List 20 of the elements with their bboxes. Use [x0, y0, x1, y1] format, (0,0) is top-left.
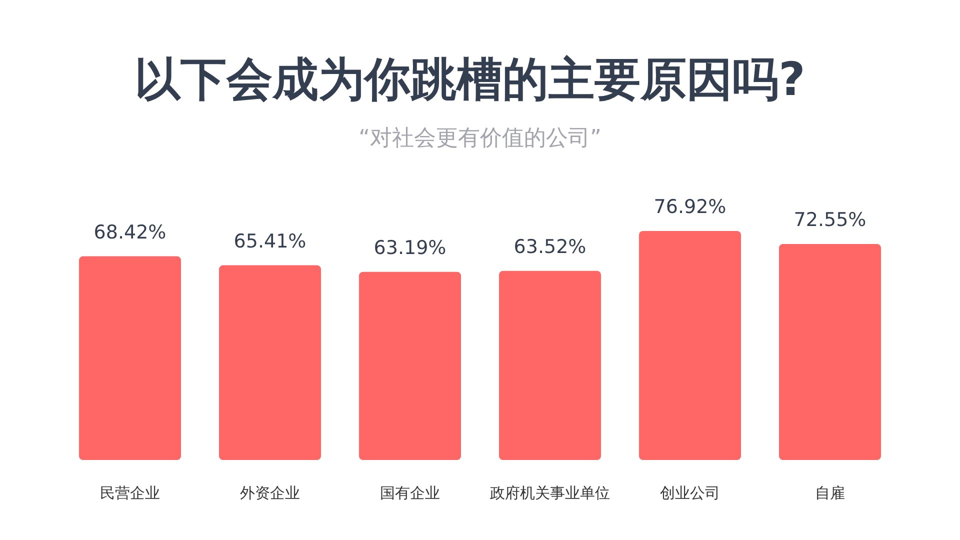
bar — [79, 256, 181, 460]
data-label: 72.55% — [794, 209, 866, 232]
data-label: 63.19% — [374, 236, 446, 259]
x-tick-label: 民营企业 — [100, 484, 160, 502]
data-label: 65.41% — [234, 230, 306, 252]
bar — [219, 265, 321, 460]
x-tick-label: 自雇 — [815, 484, 845, 502]
x-tick-label: 创业公司 — [660, 484, 720, 502]
bar — [639, 231, 741, 460]
bar — [359, 272, 461, 460]
bar — [779, 244, 881, 460]
data-label: 63.52% — [514, 236, 586, 258]
chart-subtitle: “对社会更有价值的公司” — [358, 126, 602, 151]
x-tick-label: 国有企业 — [380, 484, 440, 502]
bar — [499, 270, 601, 460]
chart-title: 以下会成为你跳槽的主要原因吗? — [134, 52, 806, 106]
x-tick-label: 外资企业 — [240, 484, 300, 502]
x-tick-label: 政府机关事业单位 — [490, 484, 610, 502]
data-label: 68.42% — [94, 221, 166, 244]
data-label: 76.92% — [654, 196, 726, 218]
